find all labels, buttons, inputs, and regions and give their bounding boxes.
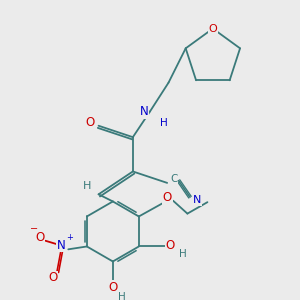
Text: N: N [193,195,201,205]
Text: −: − [30,224,38,234]
Text: O: O [108,281,118,294]
Text: O: O [35,231,44,244]
Text: O: O [166,238,175,251]
Text: C: C [171,174,178,184]
Text: N: N [140,105,149,118]
Text: O: O [85,116,94,129]
Text: H: H [179,249,187,259]
Text: H: H [83,181,91,191]
Text: +: + [66,233,73,242]
Text: O: O [163,191,172,204]
Text: H: H [118,292,125,300]
Text: O: O [208,24,217,34]
Text: O: O [48,272,57,284]
Text: N: N [57,238,65,251]
Text: H: H [160,118,168,128]
